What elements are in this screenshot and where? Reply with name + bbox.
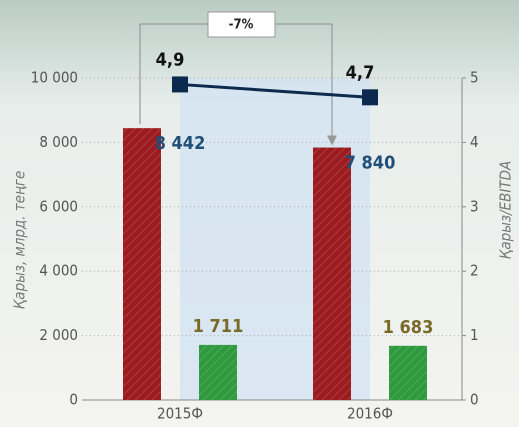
annotation-box — [207, 11, 276, 38]
y-axis-label: Қарыз, млрд. теңге — [11, 171, 29, 310]
bar-hatch — [199, 344, 237, 400]
y2-tick-label: 3 — [470, 197, 479, 215]
line-marker — [172, 76, 188, 93]
value-label: 1 683 — [383, 317, 434, 338]
value-label: 4,7 — [346, 62, 375, 83]
line-marker — [362, 89, 378, 106]
annotation-bracket — [139, 23, 333, 140]
annotation: -7% — [229, 18, 254, 33]
y2-axis-label: Қарыз/EBITDA — [497, 161, 515, 259]
y-tick-label: 2 000 — [39, 326, 78, 344]
y-tick-label: 4 000 — [39, 262, 78, 280]
bar-hatch — [313, 147, 351, 400]
y2-tick-label: 0 — [470, 391, 479, 409]
y2-tick-label: 1 — [470, 326, 479, 344]
bar-hatch — [123, 128, 161, 400]
line — [179, 82, 371, 99]
y-tick-label: 6 000 — [39, 197, 78, 215]
y-tick-label: 0 — [69, 391, 78, 409]
value-label: 1 711 — [193, 316, 244, 337]
y2-tick-label: 2 — [470, 262, 479, 280]
y2-tick-label: 5 — [470, 69, 479, 87]
bar-hatch — [389, 345, 427, 400]
y2-tick-label: 4 — [470, 133, 479, 151]
x-tick-label: 2016Ф — [347, 405, 393, 423]
value-label: 8 442 — [155, 133, 206, 154]
value-label: 7 840 — [345, 153, 396, 174]
y-tick-label: 8 000 — [39, 133, 78, 151]
y-tick-label: 10 000 — [31, 69, 78, 87]
value-label: 4,9 — [156, 49, 185, 70]
x-tick-label: 2015Ф — [157, 405, 203, 423]
annotation-arrow — [327, 135, 337, 146]
